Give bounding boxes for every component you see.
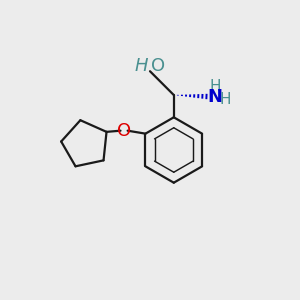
- Text: O: O: [117, 122, 131, 140]
- Text: H: H: [209, 79, 220, 94]
- Text: H: H: [134, 57, 148, 75]
- Text: H: H: [219, 92, 231, 107]
- Text: O: O: [151, 57, 165, 75]
- Text: N: N: [207, 88, 222, 106]
